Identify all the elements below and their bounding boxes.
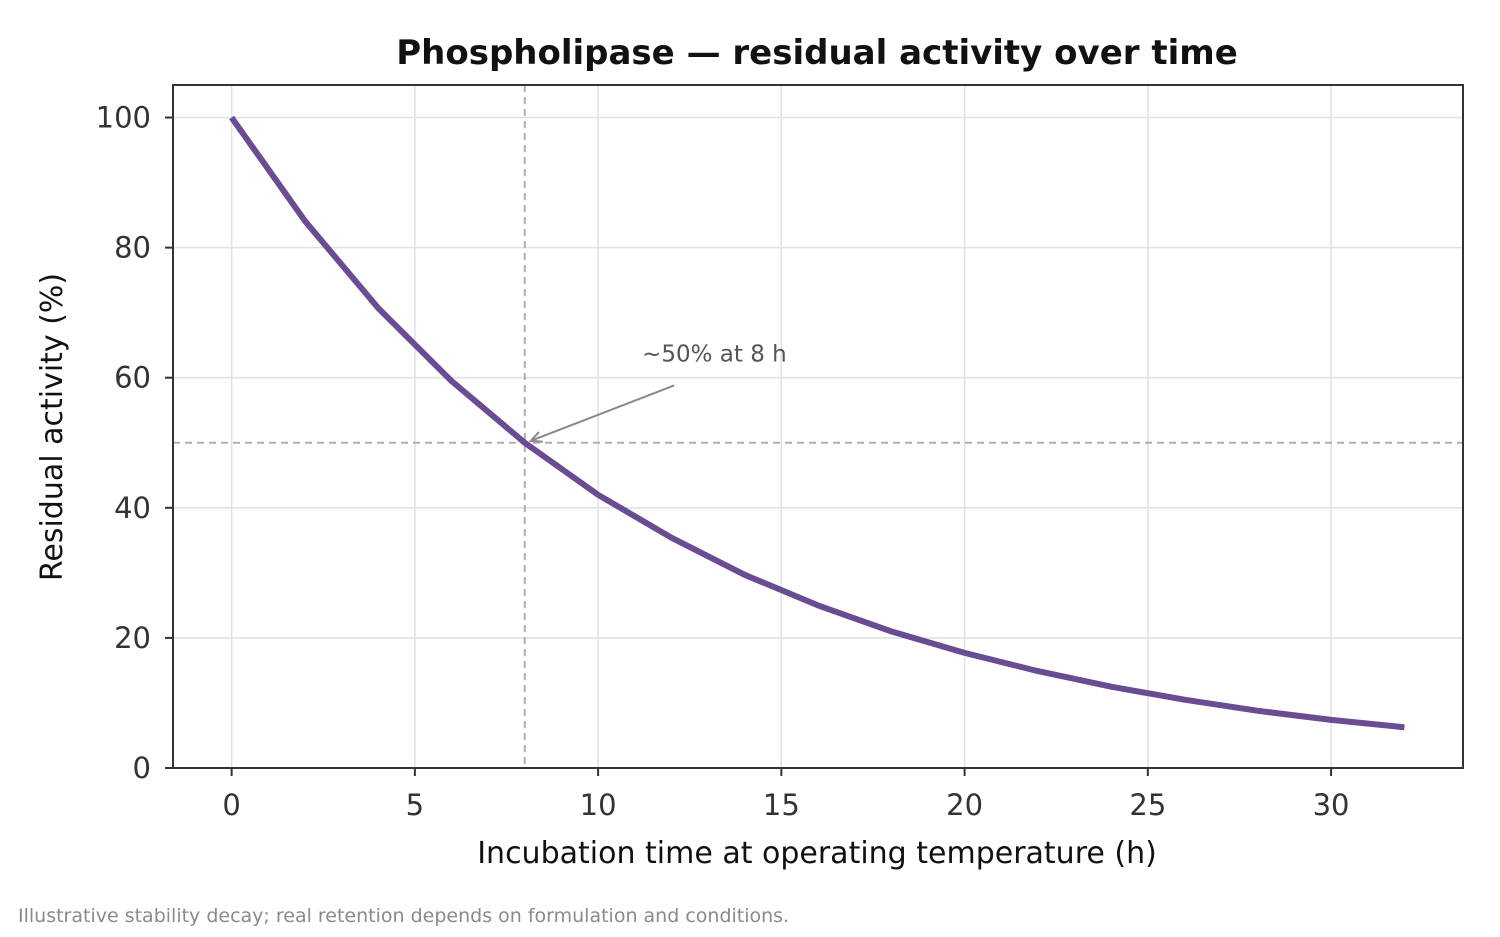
plot-frame (172, 84, 1464, 769)
y-axis-label: Residual activity (%) (35, 273, 70, 581)
y-tick-label: 80 (114, 231, 151, 265)
annotation-text: ~50% at 8 h (642, 341, 787, 367)
y-tick-label: 20 (114, 621, 151, 655)
reference-lines (173, 85, 1463, 768)
x-tick-label: 15 (763, 788, 800, 822)
x-tick-label: 20 (946, 788, 983, 822)
x-tick-label: 0 (222, 788, 240, 822)
grid-lines (173, 85, 1463, 769)
x-tick-label: 30 (1313, 788, 1350, 822)
series-line (229, 115, 1405, 731)
x-tick-label: 10 (580, 788, 617, 822)
footnote: Illustrative stability decay; real reten… (18, 905, 790, 927)
chart-title: Phospholipase — residual activity over t… (396, 33, 1238, 73)
annotation-arrowhead (528, 431, 543, 443)
annotation: ~50% at 8 h (528, 341, 787, 443)
x-tick-label: 5 (406, 788, 424, 822)
x-tick-label: 25 (1129, 788, 1166, 822)
annotation-arrow (530, 384, 675, 442)
x-axis-label: Incubation time at operating temperature… (477, 836, 1157, 871)
y-tick-label: 0 (133, 751, 151, 785)
y-tick-label: 40 (114, 491, 151, 525)
x-axis-ticks: 0 5 10 15 20 25 30 (222, 768, 1350, 822)
series-layer (229, 115, 1405, 731)
y-axis-ticks: 0 20 40 60 80 100 (96, 101, 173, 785)
y-tick-label: 100 (96, 101, 151, 135)
y-tick-label: 60 (114, 361, 151, 395)
